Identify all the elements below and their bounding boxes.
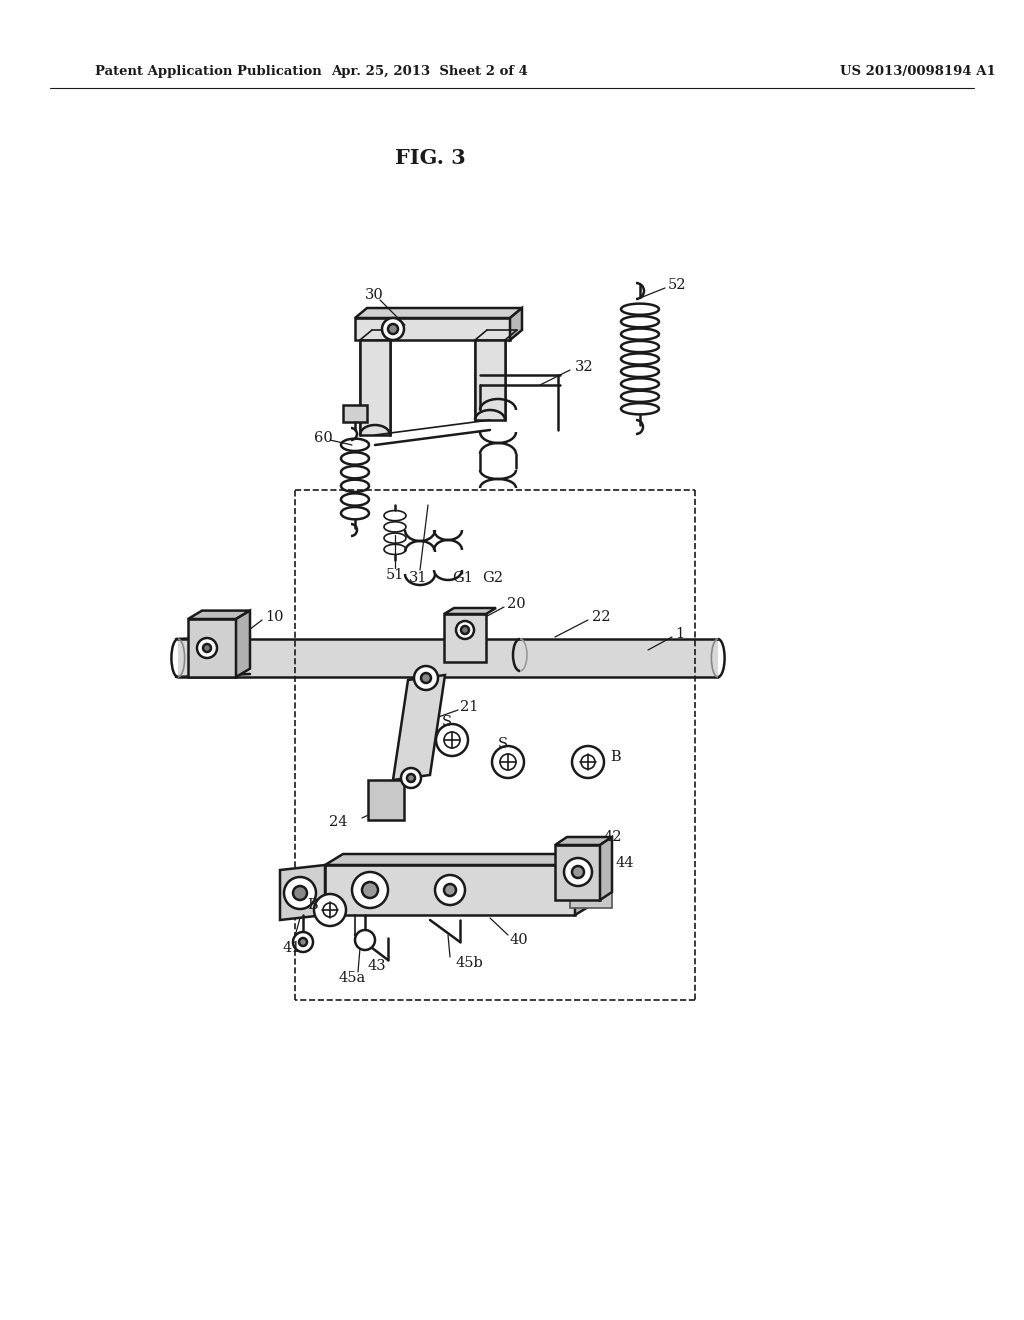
Polygon shape (280, 865, 325, 920)
Text: 10: 10 (265, 610, 284, 624)
Text: B: B (610, 750, 621, 764)
Circle shape (355, 931, 375, 950)
Text: 1: 1 (675, 627, 684, 642)
Text: 30: 30 (365, 288, 384, 302)
Circle shape (388, 323, 398, 334)
Polygon shape (555, 845, 600, 900)
Polygon shape (475, 341, 505, 420)
Text: 22: 22 (592, 610, 610, 624)
Circle shape (456, 620, 474, 639)
Circle shape (407, 774, 415, 781)
Text: 24: 24 (329, 814, 347, 829)
Text: G1: G1 (452, 572, 473, 585)
Polygon shape (600, 837, 612, 900)
Circle shape (323, 903, 337, 917)
Polygon shape (355, 308, 522, 318)
Text: 52: 52 (668, 279, 686, 292)
Text: US 2013/0098194 A1: US 2013/0098194 A1 (840, 66, 995, 78)
Circle shape (572, 746, 604, 777)
Text: B: B (307, 898, 318, 912)
Text: 51: 51 (386, 568, 404, 582)
Circle shape (492, 746, 524, 777)
Circle shape (401, 768, 421, 788)
Text: 42: 42 (604, 830, 623, 843)
Polygon shape (360, 341, 390, 436)
Text: 45a: 45a (338, 972, 366, 985)
Text: Patent Application Publication: Patent Application Publication (95, 66, 322, 78)
Text: 44: 44 (616, 855, 635, 870)
Polygon shape (325, 854, 593, 865)
Circle shape (572, 866, 584, 878)
Polygon shape (188, 619, 236, 677)
Circle shape (314, 894, 346, 927)
Polygon shape (555, 837, 612, 845)
Circle shape (500, 754, 516, 770)
Text: S: S (442, 715, 452, 729)
Polygon shape (236, 611, 250, 677)
Polygon shape (510, 308, 522, 341)
Polygon shape (343, 405, 367, 422)
Circle shape (293, 932, 313, 952)
Text: 41: 41 (283, 941, 301, 954)
Circle shape (284, 876, 316, 909)
Text: S: S (498, 737, 508, 751)
Text: 60: 60 (314, 432, 333, 445)
Circle shape (581, 755, 595, 770)
Circle shape (421, 673, 431, 682)
Text: 40: 40 (510, 933, 528, 946)
Text: 31: 31 (409, 572, 427, 585)
Text: Apr. 25, 2013  Sheet 2 of 4: Apr. 25, 2013 Sheet 2 of 4 (332, 66, 528, 78)
Polygon shape (570, 858, 612, 908)
Circle shape (362, 882, 378, 898)
Circle shape (435, 875, 465, 906)
Circle shape (461, 626, 469, 634)
Circle shape (203, 644, 211, 652)
Polygon shape (368, 780, 404, 820)
Circle shape (352, 873, 388, 908)
Circle shape (444, 733, 460, 748)
Circle shape (197, 638, 217, 657)
Text: G2: G2 (482, 572, 503, 585)
Polygon shape (325, 865, 575, 915)
Circle shape (436, 723, 468, 756)
Polygon shape (444, 614, 486, 663)
Polygon shape (575, 854, 593, 915)
Polygon shape (393, 675, 445, 780)
Polygon shape (178, 639, 718, 677)
Polygon shape (188, 611, 250, 619)
Circle shape (414, 667, 438, 690)
Text: 21: 21 (460, 700, 478, 714)
Polygon shape (444, 609, 496, 614)
Circle shape (299, 939, 307, 946)
Text: FIG. 3: FIG. 3 (394, 148, 465, 168)
Text: 43: 43 (368, 960, 387, 973)
Text: 32: 32 (575, 360, 594, 374)
Polygon shape (355, 318, 510, 341)
Circle shape (293, 886, 307, 900)
Circle shape (444, 884, 456, 896)
Text: 45b: 45b (455, 956, 482, 970)
Text: 20: 20 (507, 597, 525, 611)
Circle shape (564, 858, 592, 886)
Circle shape (382, 318, 404, 341)
